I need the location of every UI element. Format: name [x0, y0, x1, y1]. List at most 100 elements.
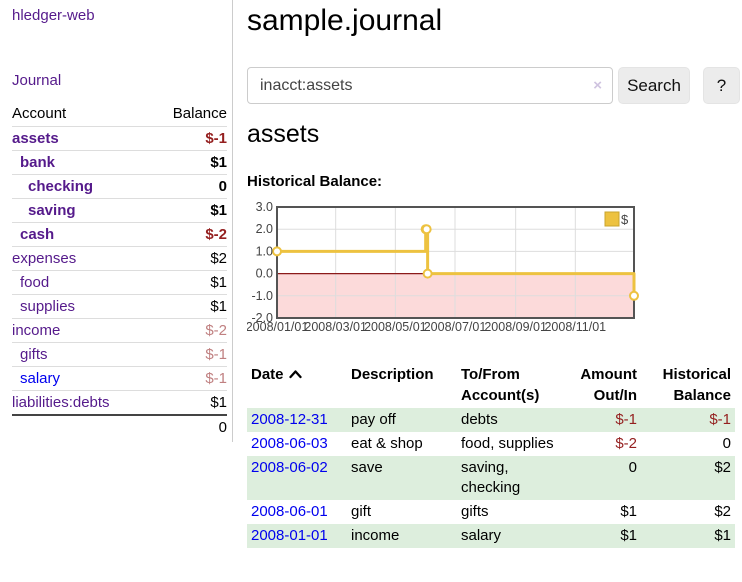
- main-panel: sample.journal × Search ? assets Histori…: [247, 0, 742, 582]
- account-link[interactable]: food: [20, 274, 50, 291]
- account-balance: 0: [150, 174, 227, 199]
- account-balance: $1: [150, 390, 227, 415]
- y-tick-label: 3.0: [256, 200, 273, 214]
- total-spacer: [12, 414, 151, 439]
- transaction-balance: 0: [722, 435, 731, 452]
- account-row: cash $-2: [12, 222, 227, 247]
- register-table: Date Description To/From Account(s) Amou…: [247, 362, 735, 548]
- account-link[interactable]: checking: [28, 178, 94, 195]
- search-input[interactable]: [247, 67, 613, 104]
- account-link[interactable]: liabilities:debts: [12, 394, 110, 411]
- transaction-amount: 0: [628, 459, 637, 476]
- transaction-description: eat & shop: [351, 435, 423, 452]
- sidebar: hledger-web Journal Account Balance asse…: [0, 0, 233, 442]
- search-button[interactable]: Search: [618, 67, 690, 104]
- data-point: [421, 224, 432, 235]
- account-link[interactable]: cash: [20, 226, 55, 243]
- data-point: [422, 268, 433, 279]
- transaction-date-link[interactable]: 2008-06-01: [251, 503, 328, 520]
- account-balance: $1: [150, 198, 227, 223]
- account-row: assets $-1: [12, 126, 227, 151]
- transaction-accounts: food, supplies: [461, 435, 554, 452]
- x-tick-label: 2008/07/01: [424, 320, 487, 334]
- account-link[interactable]: income: [12, 322, 61, 339]
- account-balance: $-2: [150, 318, 227, 343]
- transaction-description: save: [351, 459, 383, 476]
- amount-column-header: Amount Out/In: [580, 366, 637, 404]
- data-point: [272, 246, 282, 257]
- sort-ascending-icon: [288, 370, 302, 379]
- legend-swatch: [604, 211, 620, 227]
- account-link[interactable]: assets: [12, 130, 59, 147]
- register-rows: 2008-12-31 pay off debts $-1 $-1 2008-06-03 ea…: [247, 408, 735, 548]
- transaction-date-link[interactable]: 2008-12-31: [251, 411, 328, 428]
- accounts-total-balance: 0: [150, 414, 227, 439]
- transaction-description: income: [351, 527, 400, 544]
- x-tick-label: 2008/01/01: [247, 320, 308, 334]
- table-row: 2008-01-01 income salary $1 $1: [247, 524, 735, 548]
- transaction-date-link[interactable]: 2008-06-02: [251, 459, 328, 476]
- table-row: 2008-06-03 eat & shop food, supplies $-2 0: [247, 432, 735, 456]
- account-link[interactable]: salary: [20, 370, 61, 387]
- transaction-amount: $1: [620, 527, 637, 544]
- account-link[interactable]: expenses: [12, 250, 77, 267]
- transaction-accounts: debts: [461, 411, 498, 428]
- table-row: 2008-12-31 pay off debts $-1 $-1: [247, 408, 735, 432]
- account-row: checking 0: [12, 174, 227, 199]
- search-form: × Search ?: [247, 67, 740, 104]
- historical-balance-column-header: Historical Balance: [662, 366, 731, 404]
- account-link[interactable]: saving: [28, 202, 76, 219]
- transaction-date-link[interactable]: 2008-06-03: [251, 435, 328, 452]
- transaction-amount: $-1: [615, 411, 637, 428]
- account-balance: $1: [150, 150, 227, 175]
- transaction-accounts: gifts: [461, 503, 489, 520]
- y-tick-label: 1.0: [256, 244, 273, 258]
- account-rows: assets $-1 bank $1 checking 0 saving $1 cash $-2 e…: [12, 126, 227, 415]
- account-link[interactable]: supplies: [20, 298, 76, 315]
- transaction-amount: $1: [620, 503, 637, 520]
- app-title-link[interactable]: hledger-web: [12, 7, 95, 24]
- accounts-total-row: 0: [12, 414, 227, 439]
- transaction-description: gift: [351, 503, 372, 520]
- y-tick-label: -2.0: [251, 311, 273, 325]
- x-tick-label: 2008/05/01: [364, 320, 427, 334]
- transaction-balance: $1: [714, 527, 731, 544]
- account-link[interactable]: bank: [20, 154, 56, 171]
- date-column-header[interactable]: Date: [247, 362, 347, 408]
- transaction-date-link[interactable]: 2008-01-01: [251, 527, 328, 544]
- page-title: sample.journal: [247, 4, 443, 37]
- accounts-table: Account Balance assets $-1 bank $1 checking 0…: [12, 102, 227, 439]
- chart-label: Historical Balance:: [247, 173, 383, 190]
- account-row: gifts $-1: [12, 342, 227, 367]
- x-tick-label: 2008/09/01: [484, 320, 547, 334]
- account-balance: $-2: [150, 222, 227, 247]
- date-header-label: Date: [251, 366, 284, 383]
- transaction-balance: $2: [714, 503, 731, 520]
- balance-chart[interactable]: $3.0 2.0 1.0 0.0 -1.0 -2.02008/01/012008/03/0…: [247, 200, 742, 340]
- sidebar-item-journal[interactable]: Journal: [12, 72, 62, 89]
- description-column-header: Description: [351, 366, 434, 383]
- help-button[interactable]: ?: [703, 67, 740, 104]
- account-row: food $1: [12, 270, 227, 295]
- account-row: expenses $2: [12, 246, 227, 271]
- transaction-accounts: salary: [461, 527, 502, 544]
- account-row: bank $1: [12, 150, 227, 175]
- y-tick-label: -1.0: [251, 289, 273, 303]
- balance-column-header: Balance: [172, 105, 227, 122]
- account-row: salary $-1: [12, 366, 227, 391]
- account-balance: $1: [150, 270, 227, 295]
- account-link[interactable]: gifts: [20, 346, 48, 363]
- transaction-accounts: saving, checking: [461, 459, 521, 496]
- clear-search-icon[interactable]: ×: [593, 77, 602, 94]
- account-heading: assets: [247, 120, 320, 148]
- account-balance: $-1: [150, 366, 227, 391]
- register-header-row: Date Description To/From Account(s) Amou…: [247, 362, 735, 408]
- legend-label: $: [621, 212, 629, 227]
- transaction-description: pay off: [351, 411, 396, 428]
- table-row: 2008-06-01 gift gifts $1 $2: [247, 500, 735, 524]
- y-tick-label: 2.0: [256, 222, 273, 236]
- account-balance: $1: [150, 294, 227, 319]
- transaction-amount: $-2: [615, 435, 637, 452]
- account-row: saving $1: [12, 198, 227, 223]
- search-input-wrap: ×: [247, 67, 613, 104]
